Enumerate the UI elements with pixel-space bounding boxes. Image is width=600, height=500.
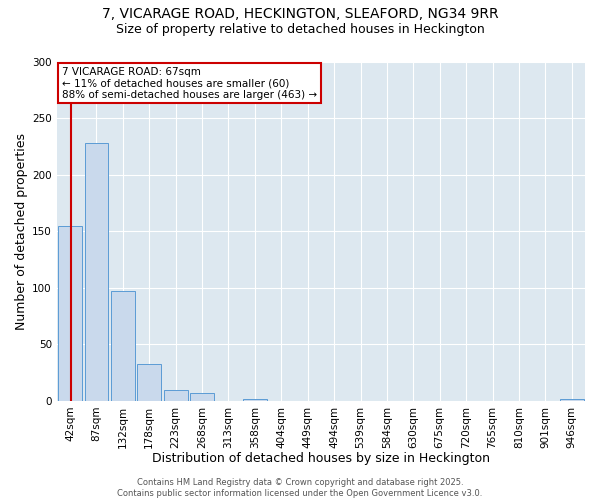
Text: 7 VICARAGE ROAD: 67sqm
← 11% of detached houses are smaller (60)
88% of semi-det: 7 VICARAGE ROAD: 67sqm ← 11% of detached…: [62, 66, 317, 100]
Bar: [164, 390, 188, 401]
Bar: [58, 226, 82, 401]
X-axis label: Distribution of detached houses by size in Heckington: Distribution of detached houses by size …: [152, 452, 490, 465]
Bar: [190, 393, 214, 401]
Text: Size of property relative to detached houses in Heckington: Size of property relative to detached ho…: [116, 22, 484, 36]
Text: 7, VICARAGE ROAD, HECKINGTON, SLEAFORD, NG34 9RR: 7, VICARAGE ROAD, HECKINGTON, SLEAFORD, …: [101, 8, 499, 22]
Y-axis label: Number of detached properties: Number of detached properties: [15, 132, 28, 330]
Bar: [243, 398, 267, 401]
Bar: [137, 364, 161, 401]
Bar: [111, 291, 134, 401]
Text: Contains HM Land Registry data © Crown copyright and database right 2025.
Contai: Contains HM Land Registry data © Crown c…: [118, 478, 482, 498]
Bar: [560, 398, 584, 401]
Bar: [85, 143, 108, 401]
